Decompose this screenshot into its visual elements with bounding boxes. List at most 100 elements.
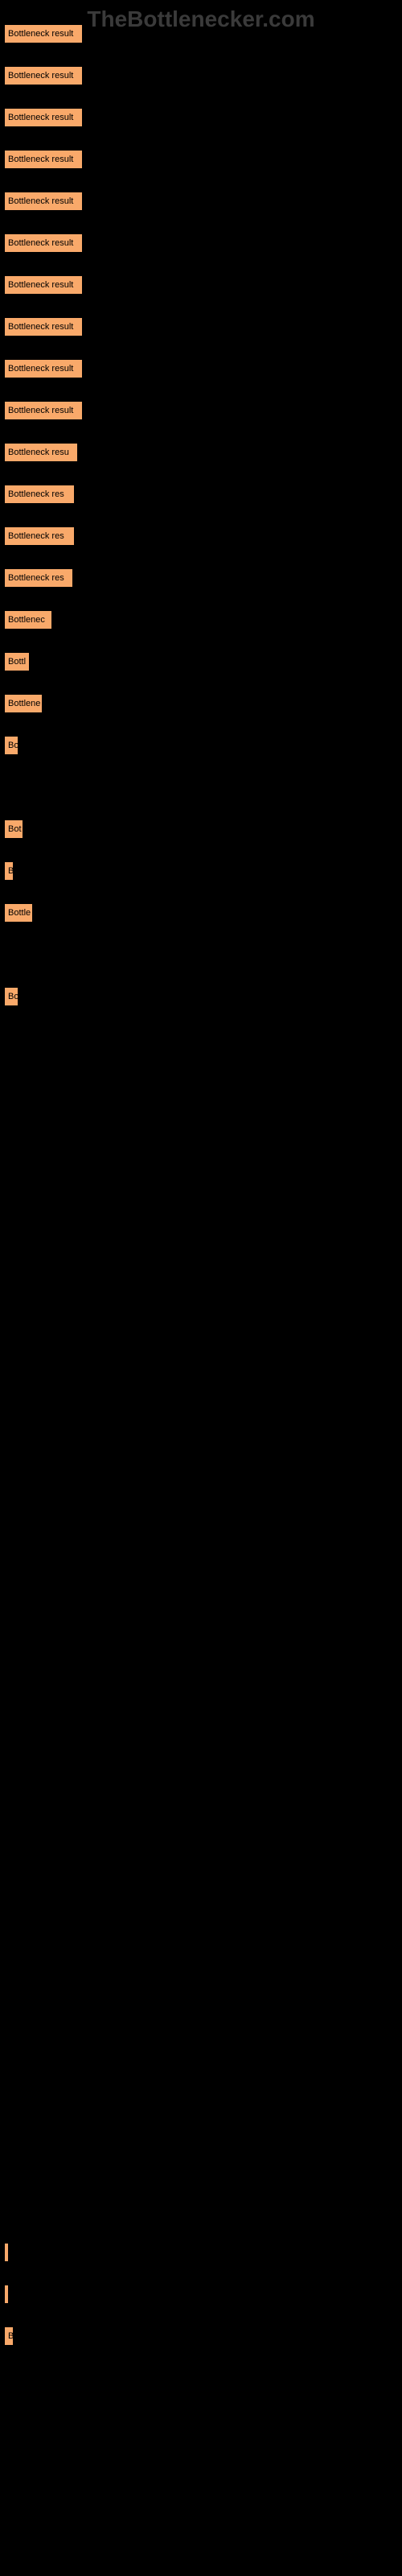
bar-label: Bottlene bbox=[8, 699, 40, 708]
bar-row bbox=[4, 1782, 398, 1802]
bar-row bbox=[4, 1531, 398, 1550]
bar-label: Bottleneck result bbox=[8, 322, 73, 332]
chart-bar[interactable]: Bottleneck result bbox=[4, 24, 83, 43]
bar-label: Bo bbox=[8, 741, 18, 750]
bar-label: Bottlenec bbox=[8, 615, 45, 625]
chart-bar[interactable]: Bottleneck result bbox=[4, 401, 83, 420]
bar-row: Bottlenec bbox=[4, 610, 398, 630]
bar-row: Bottleneck result bbox=[4, 192, 398, 211]
chart-bar[interactable] bbox=[4, 2285, 9, 2304]
bar-row: Bottleneck res bbox=[4, 526, 398, 546]
bar-row: Bottleneck resu bbox=[4, 443, 398, 462]
chart-bar[interactable]: Bottleneck result bbox=[4, 192, 83, 211]
bar-row bbox=[4, 1238, 398, 1257]
chart-bar[interactable]: B bbox=[4, 2326, 14, 2346]
chart-bar[interactable]: Bottlene bbox=[4, 694, 43, 713]
chart-bar[interactable]: Bottleneck result bbox=[4, 108, 83, 127]
bar-label: B bbox=[8, 866, 14, 876]
bar-row: B bbox=[4, 861, 398, 881]
chart-bar[interactable]: Bottleneck res bbox=[4, 485, 75, 504]
bar-row bbox=[4, 2494, 398, 2513]
bar-row bbox=[4, 2410, 398, 2429]
bar-row: Bottleneck result bbox=[4, 401, 398, 420]
bar-row: Bottleneck result bbox=[4, 359, 398, 378]
chart-bar[interactable]: Bot bbox=[4, 819, 23, 839]
bar-row bbox=[4, 1950, 398, 1969]
chart-bar[interactable] bbox=[4, 2243, 9, 2262]
bar-row: Bottleneck result bbox=[4, 66, 398, 85]
bar-row bbox=[4, 778, 398, 797]
bar-row bbox=[4, 2368, 398, 2388]
bar-label: Bottleneck result bbox=[8, 113, 73, 122]
bar-row: Bottleneck result bbox=[4, 108, 398, 127]
bar-row: Bottleneck result bbox=[4, 275, 398, 295]
bar-row: Bottleneck result bbox=[4, 317, 398, 336]
bar-label: Bottleneck result bbox=[8, 238, 73, 248]
chart-bar[interactable]: Bottleneck res bbox=[4, 568, 73, 588]
bar-row bbox=[4, 2201, 398, 2220]
bar-row: B bbox=[4, 2326, 398, 2346]
bar-label: Bottleneck result bbox=[8, 71, 73, 80]
bar-row: Bottl bbox=[4, 652, 398, 671]
bar-row bbox=[4, 1029, 398, 1048]
bar-row bbox=[4, 2159, 398, 2178]
bar-label: Bottleneck result bbox=[8, 364, 73, 374]
bar-label: Bottleneck result bbox=[8, 29, 73, 39]
bar-row bbox=[4, 1113, 398, 1132]
bar-row bbox=[4, 1824, 398, 1843]
bar-row bbox=[4, 2452, 398, 2471]
chart-bar[interactable]: B bbox=[4, 861, 14, 881]
chart-bar[interactable]: Bottleneck result bbox=[4, 275, 83, 295]
bar-label: Bottleneck result bbox=[8, 155, 73, 164]
chart-bar[interactable]: Bottle bbox=[4, 903, 33, 923]
chart-bar[interactable]: Bottleneck res bbox=[4, 526, 75, 546]
bar-row: Bottle bbox=[4, 903, 398, 923]
chart-bar[interactable]: Bottleneck result bbox=[4, 317, 83, 336]
bar-row: Bottleneck result bbox=[4, 233, 398, 253]
bar-chart: Bottleneck result Bottleneck result Bottle… bbox=[0, 0, 402, 2552]
chart-bar[interactable]: Bottleneck result bbox=[4, 150, 83, 169]
bar-row bbox=[4, 1740, 398, 1760]
bar-row bbox=[4, 1615, 398, 1634]
chart-bar[interactable]: Bo bbox=[4, 987, 18, 1006]
watermark-text: TheBottlenecker.com bbox=[87, 6, 314, 32]
chart-bar[interactable]: Bottleneck result bbox=[4, 233, 83, 253]
bar-row: Bottleneck res bbox=[4, 485, 398, 504]
bar-row: Bo bbox=[4, 987, 398, 1006]
bar-label: Bottleneck resu bbox=[8, 448, 69, 457]
bar-row: Bottleneck result bbox=[4, 150, 398, 169]
bar-row bbox=[4, 1573, 398, 1592]
bar-row bbox=[4, 1699, 398, 1718]
bar-row: Bottleneck res bbox=[4, 568, 398, 588]
bar-row bbox=[4, 2243, 398, 2262]
bar-row bbox=[4, 1280, 398, 1299]
chart-bar[interactable]: Bottlenec bbox=[4, 610, 52, 630]
bar-row bbox=[4, 1154, 398, 1174]
bar-row bbox=[4, 1071, 398, 1090]
bar-row bbox=[4, 1406, 398, 1425]
chart-bar[interactable]: Bottl bbox=[4, 652, 30, 671]
bar-label: Bottleneck res bbox=[8, 573, 64, 583]
bar-label: Bottle bbox=[8, 908, 31, 918]
chart-bar[interactable]: Bottleneck result bbox=[4, 66, 83, 85]
bar-label: B bbox=[8, 2331, 14, 2341]
bar-label: Bo bbox=[8, 992, 18, 1001]
bar-row bbox=[4, 1489, 398, 1509]
chart-bar[interactable]: Bottleneck resu bbox=[4, 443, 78, 462]
bar-label: Bottleneck result bbox=[8, 196, 73, 206]
bar-row bbox=[4, 1322, 398, 1341]
bar-row bbox=[4, 1992, 398, 2011]
bar-row bbox=[4, 1196, 398, 1216]
chart-bar[interactable]: Bottleneck result bbox=[4, 359, 83, 378]
bar-row bbox=[4, 1866, 398, 1885]
bar-label: Bottleneck res bbox=[8, 489, 64, 499]
bar-row: Bot bbox=[4, 819, 398, 839]
bar-row bbox=[4, 945, 398, 964]
bar-row bbox=[4, 1447, 398, 1467]
chart-bar[interactable]: Bo bbox=[4, 736, 18, 755]
bar-label: Bottleneck result bbox=[8, 280, 73, 290]
bar-row bbox=[4, 2033, 398, 2053]
bar-row bbox=[4, 1364, 398, 1383]
bar-label: Bottl bbox=[8, 657, 26, 667]
bar-row bbox=[4, 1657, 398, 1676]
